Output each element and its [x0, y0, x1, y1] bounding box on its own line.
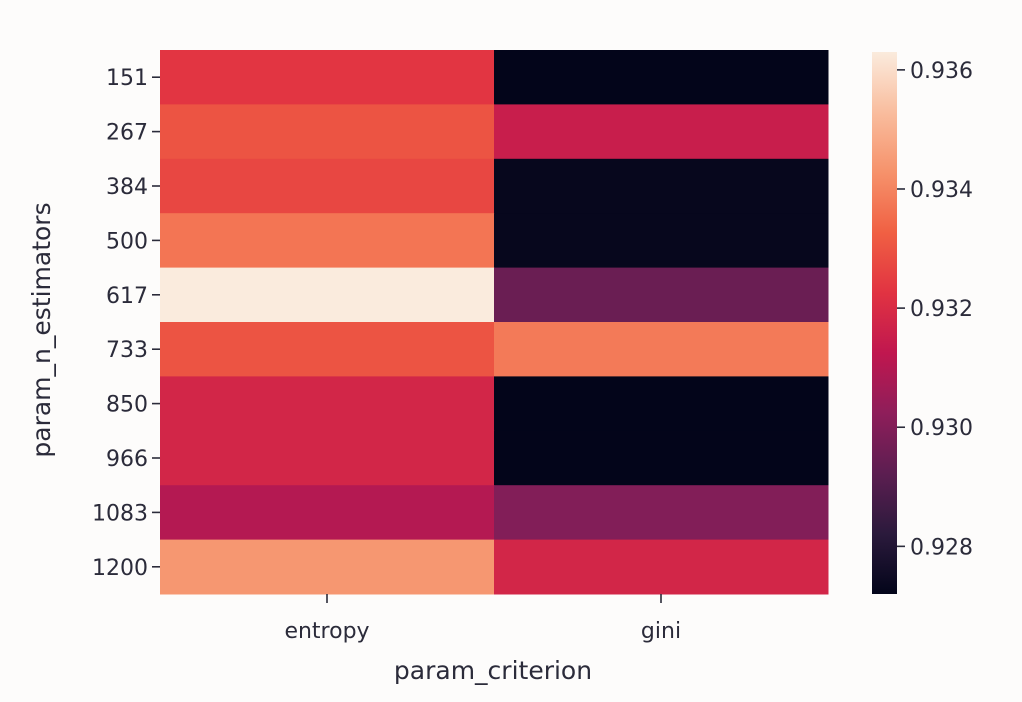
y-tick-label: 733 — [106, 338, 148, 363]
heatmap-cell — [494, 376, 829, 432]
y-tick-label: 384 — [106, 175, 148, 200]
y-tick-label: 1200 — [92, 556, 148, 581]
y-tick-label: 617 — [106, 284, 148, 309]
heatmap-cell — [494, 322, 829, 377]
x-tick-label: entropy — [284, 619, 369, 644]
heatmap-cell — [494, 158, 829, 214]
y-tick-label: 500 — [106, 229, 148, 254]
y-axis-ticks: 151 267 384 500 617 733 850 966 1083 1200 — [92, 66, 160, 581]
heatmap-cell — [160, 322, 495, 377]
heatmap-cell — [494, 430, 829, 486]
heatmap-cells — [160, 50, 829, 595]
heatmap-cell — [494, 213, 829, 269]
colorbar-ticks: 0.928 0.930 0.932 0.934 0.936 — [897, 59, 973, 560]
heatmap-cell — [494, 539, 829, 595]
colorbar-tick-label: 0.934 — [910, 178, 973, 203]
y-axis-title: param_n_estimators — [27, 202, 56, 457]
heatmap-cell — [160, 50, 495, 105]
heatmap-cell — [494, 267, 829, 323]
y-tick-label: 151 — [106, 66, 148, 91]
y-tick-label: 267 — [106, 121, 148, 146]
heatmap-cell — [160, 376, 495, 432]
x-axis-title: param_criterion — [394, 656, 592, 685]
heatmap-cell — [160, 104, 495, 160]
colorbar-tick-label: 0.928 — [910, 535, 973, 560]
heatmap-cell — [494, 50, 829, 105]
colorbar — [872, 52, 897, 594]
y-tick-label: 1083 — [92, 501, 148, 526]
heatmap-cell — [160, 267, 495, 323]
colorbar-tick-label: 0.930 — [910, 416, 973, 441]
heatmap-cell — [160, 158, 495, 214]
y-tick-label: 850 — [106, 393, 148, 418]
heatmap-cell — [494, 104, 829, 160]
heatmap-cell — [160, 485, 495, 541]
x-axis-ticks: entropy gini — [284, 594, 681, 644]
heatmap-cell — [160, 539, 495, 595]
heatmap-cell — [160, 213, 495, 269]
x-tick-label: gini — [641, 619, 681, 644]
colorbar-tick-label: 0.936 — [910, 59, 973, 84]
heatmap-cell — [494, 485, 829, 541]
y-tick-label: 966 — [106, 447, 148, 472]
colorbar-tick-label: 0.932 — [910, 297, 973, 322]
heatmap-cell — [160, 430, 495, 486]
